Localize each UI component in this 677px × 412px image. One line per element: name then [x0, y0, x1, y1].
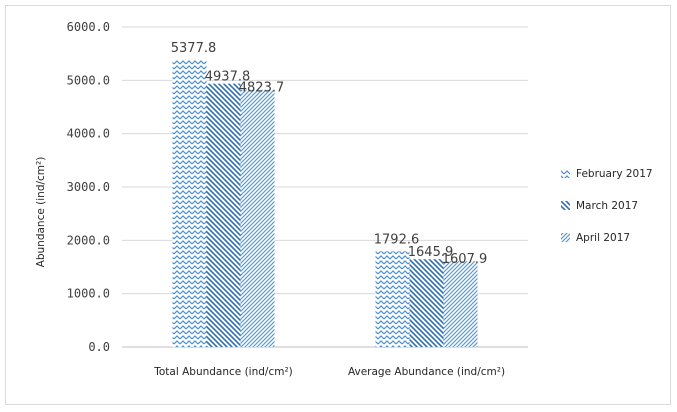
y-tick-label: 0.0 [88, 340, 110, 354]
legend-label: April 2017 [576, 232, 630, 244]
x-category-label: Average Abundance (ind/cm²) [348, 366, 505, 378]
y-axis-ticks: 0.0 1000.0 2000.0 3000.0 4000.0 5000.0 6000.0 [67, 20, 110, 354]
y-tick-label: 2000.0 [67, 233, 110, 247]
y-tick-label: 1000.0 [67, 287, 110, 301]
legend: February 2017 March 2017 April 2017 [561, 168, 653, 244]
y-tick-label: 3000.0 [67, 180, 110, 194]
bars [172, 60, 478, 348]
legend-label: February 2017 [576, 168, 653, 180]
y-tick-label: 5000.0 [67, 73, 110, 87]
bar-april-2017-1 [443, 261, 478, 347]
data-label: 1645.9 [408, 245, 454, 260]
data-label: 1792.6 [374, 232, 420, 247]
data-label: 4937.8 [205, 70, 251, 85]
bar-march-2017-0 [206, 83, 241, 347]
legend-label: March 2017 [576, 200, 638, 212]
y-tick-label: 6000.0 [67, 20, 110, 34]
bar-february-2017-1 [375, 251, 410, 347]
x-axis-categories: Total Abundance (ind/cm²) Average Abundan… [153, 366, 505, 378]
legend-swatch [561, 169, 570, 178]
bar-april-2017-0 [240, 89, 275, 348]
bar-february-2017-0 [172, 60, 207, 348]
bar-march-2017-1 [409, 259, 444, 347]
legend-swatch [561, 233, 570, 242]
data-label: 5377.8 [171, 41, 217, 56]
y-axis-title: Abundance (ind/cm²) [35, 157, 47, 268]
legend-swatch [561, 201, 570, 210]
data-label: 1607.9 [442, 252, 488, 267]
x-category-label: Total Abundance (ind/cm²) [153, 366, 293, 378]
data-label: 4823.7 [239, 81, 285, 96]
chart-frame [5, 5, 671, 405]
y-tick-label: 4000.0 [67, 127, 110, 141]
